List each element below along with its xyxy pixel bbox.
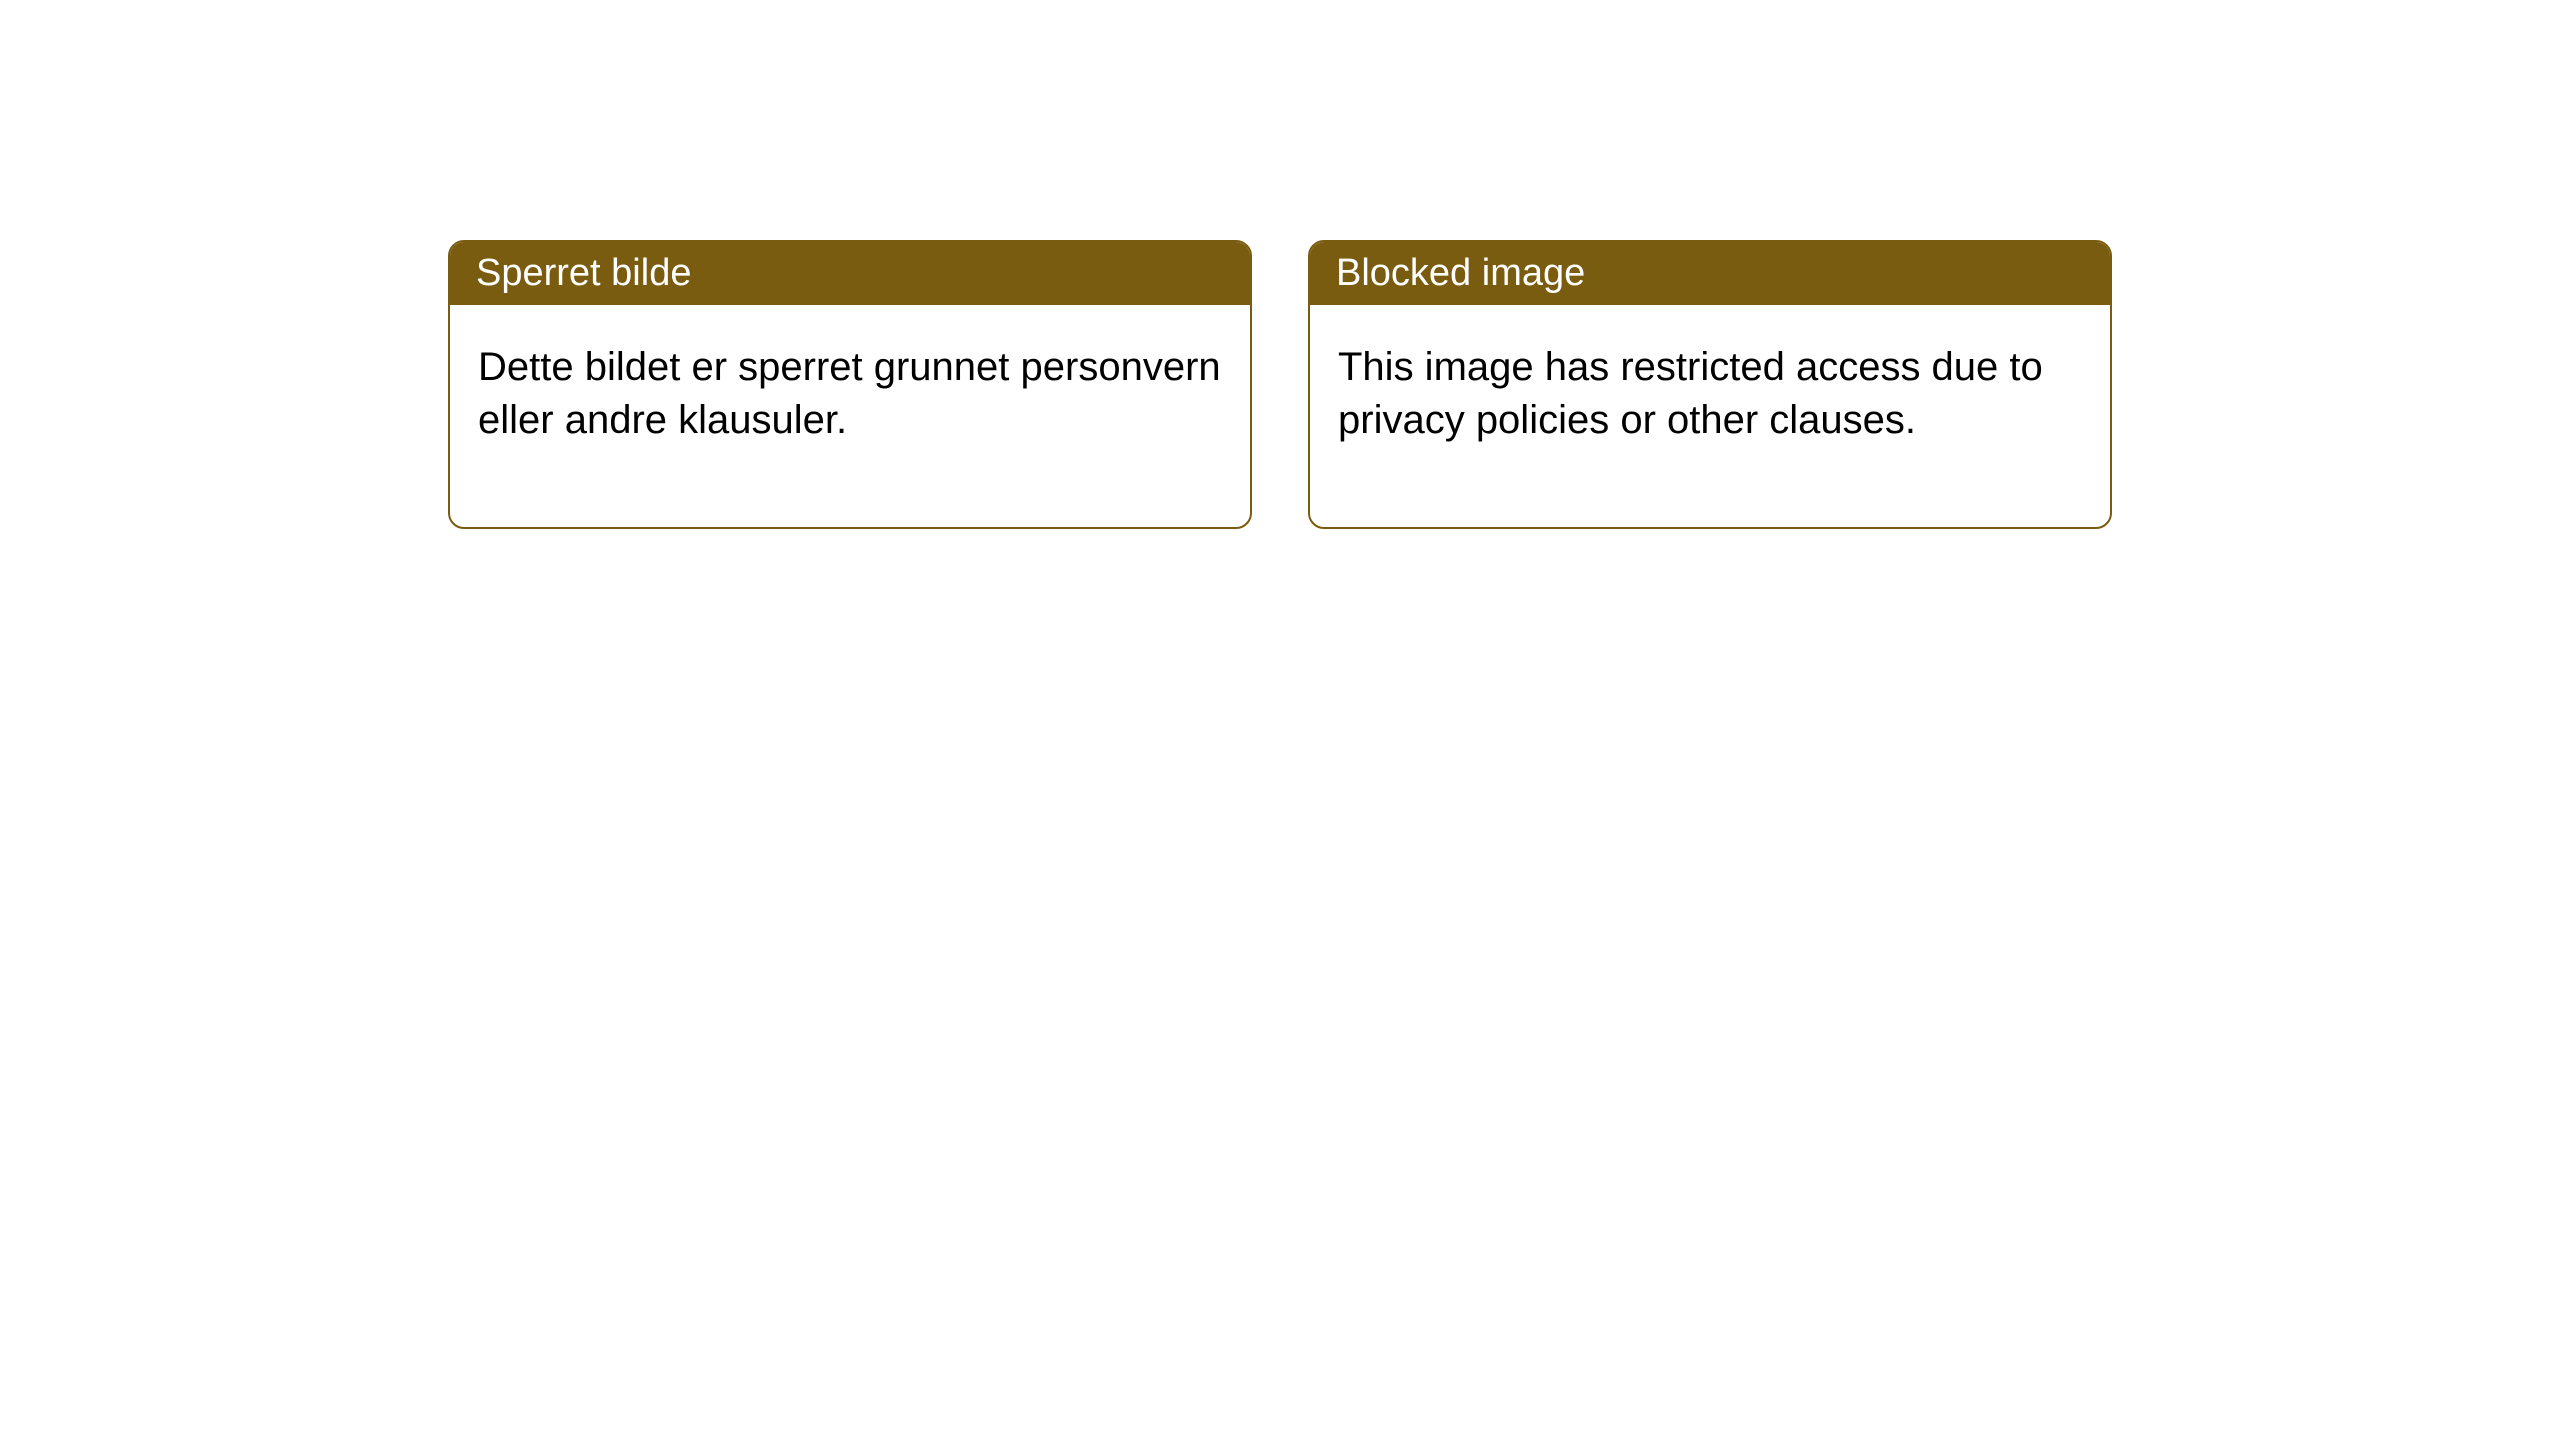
notice-card-title: Sperret bilde [450,242,1250,305]
notice-card-body: Dette bildet er sperret grunnet personve… [450,305,1250,527]
notice-card-norwegian: Sperret bilde Dette bildet er sperret gr… [448,240,1252,529]
notice-card-body: This image has restricted access due to … [1310,305,2110,527]
notice-container: Sperret bilde Dette bildet er sperret gr… [0,0,2560,529]
notice-card-english: Blocked image This image has restricted … [1308,240,2112,529]
notice-card-title: Blocked image [1310,242,2110,305]
